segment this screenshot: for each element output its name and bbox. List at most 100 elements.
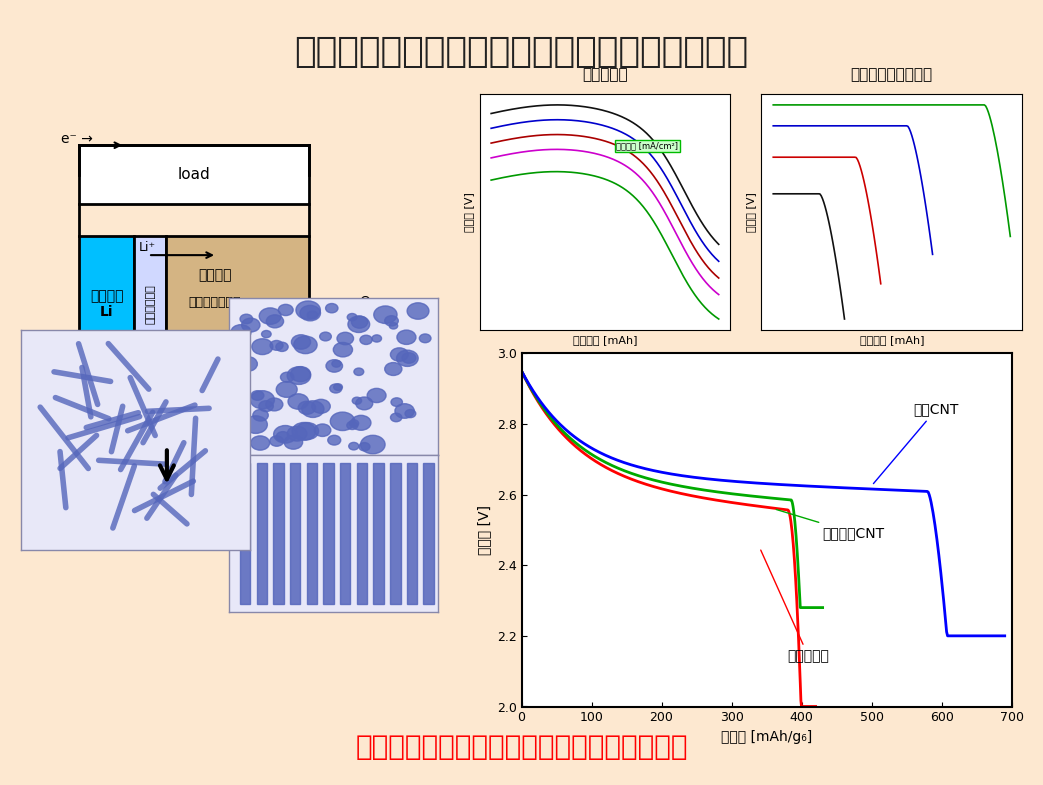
Circle shape xyxy=(291,334,311,349)
X-axis label: 放電容量 [mAh]: 放電容量 [mAh] xyxy=(573,335,637,345)
Circle shape xyxy=(270,436,284,446)
Circle shape xyxy=(334,342,353,357)
Circle shape xyxy=(360,335,372,345)
Text: ランダムCNT: ランダムCNT xyxy=(776,509,884,540)
Circle shape xyxy=(287,426,307,441)
Circle shape xyxy=(292,422,316,440)
Circle shape xyxy=(349,420,359,427)
Circle shape xyxy=(395,403,414,418)
Circle shape xyxy=(326,360,342,372)
Circle shape xyxy=(270,341,283,350)
Text: 平行CNT: 平行CNT xyxy=(873,402,960,484)
Circle shape xyxy=(273,425,297,443)
Circle shape xyxy=(334,384,342,390)
Circle shape xyxy=(237,371,249,380)
Bar xyxy=(273,463,284,604)
Bar xyxy=(390,463,401,604)
Bar xyxy=(423,463,434,604)
FancyBboxPatch shape xyxy=(167,373,213,396)
Circle shape xyxy=(275,342,288,352)
Text: リチウムー空気電池: リチウムー空気電池 xyxy=(851,68,932,82)
Text: 多孔質炭素: 多孔質炭素 xyxy=(760,550,829,663)
Circle shape xyxy=(361,436,385,454)
Y-axis label: 起電力 [V]: 起電力 [V] xyxy=(746,192,756,232)
Circle shape xyxy=(312,400,331,413)
Circle shape xyxy=(325,304,338,313)
Circle shape xyxy=(396,350,418,367)
Circle shape xyxy=(385,363,402,375)
Circle shape xyxy=(359,443,370,451)
Circle shape xyxy=(402,352,416,363)
Circle shape xyxy=(407,303,429,319)
Text: 自動車への搭載が期待されるリチウム空気電池: 自動車への搭載が期待されるリチウム空気電池 xyxy=(294,35,749,69)
Text: O₂: O₂ xyxy=(359,295,375,309)
Circle shape xyxy=(373,306,397,323)
X-axis label: 放電容量 [mAh]: 放電容量 [mAh] xyxy=(859,335,924,345)
Circle shape xyxy=(356,397,372,410)
Text: アノード
Li: アノード Li xyxy=(90,289,123,319)
Circle shape xyxy=(281,372,294,382)
Circle shape xyxy=(347,313,357,321)
Circle shape xyxy=(260,308,281,324)
Circle shape xyxy=(239,352,250,360)
Text: 多孔質カーボン: 多孔質カーボン xyxy=(189,296,241,309)
FancyBboxPatch shape xyxy=(135,236,167,373)
Circle shape xyxy=(391,398,403,407)
Bar xyxy=(307,463,317,604)
Circle shape xyxy=(397,330,416,345)
Text: 通常の電池: 通常の電池 xyxy=(582,68,628,82)
Circle shape xyxy=(244,416,267,433)
Circle shape xyxy=(348,316,369,333)
Circle shape xyxy=(419,334,431,343)
Circle shape xyxy=(284,435,302,449)
Bar xyxy=(323,463,334,604)
Circle shape xyxy=(347,422,358,429)
Bar xyxy=(340,463,350,604)
Circle shape xyxy=(328,436,341,445)
Circle shape xyxy=(287,367,311,385)
Text: 電極構造をデザインして放電特性を改善する: 電極構造をデザインして放電特性を改善する xyxy=(356,733,687,761)
Circle shape xyxy=(251,391,264,400)
Circle shape xyxy=(262,330,271,338)
FancyBboxPatch shape xyxy=(79,145,309,204)
FancyBboxPatch shape xyxy=(167,236,309,373)
Circle shape xyxy=(240,314,252,323)
Circle shape xyxy=(288,394,309,409)
Circle shape xyxy=(367,389,386,403)
Circle shape xyxy=(337,332,354,345)
Circle shape xyxy=(319,332,332,341)
Circle shape xyxy=(354,368,364,375)
Circle shape xyxy=(278,305,293,316)
Bar xyxy=(290,463,300,604)
Text: Li → Li⁺+e⁻: Li → Li⁺+e⁻ xyxy=(66,386,137,399)
FancyBboxPatch shape xyxy=(79,236,135,373)
Circle shape xyxy=(300,305,320,321)
Circle shape xyxy=(259,400,273,411)
Circle shape xyxy=(276,382,297,397)
Circle shape xyxy=(351,316,368,328)
Circle shape xyxy=(351,415,371,430)
Circle shape xyxy=(242,318,260,332)
Circle shape xyxy=(390,348,408,361)
Circle shape xyxy=(231,325,251,340)
Bar xyxy=(407,463,417,604)
Circle shape xyxy=(294,336,317,354)
Circle shape xyxy=(296,301,320,319)
Circle shape xyxy=(296,422,318,440)
Circle shape xyxy=(330,384,342,393)
Bar xyxy=(240,463,250,604)
Circle shape xyxy=(252,410,268,421)
Circle shape xyxy=(276,432,290,441)
Circle shape xyxy=(250,436,270,450)
Text: 電流密度 [mA/cm²]: 電流密度 [mA/cm²] xyxy=(616,142,678,151)
Circle shape xyxy=(332,360,341,367)
Text: セパレーター: セパレーター xyxy=(145,284,155,324)
Circle shape xyxy=(331,412,355,430)
Circle shape xyxy=(301,401,324,418)
Circle shape xyxy=(405,410,416,418)
Circle shape xyxy=(250,391,274,409)
Circle shape xyxy=(372,335,382,342)
Circle shape xyxy=(348,443,359,450)
Text: (空気): (空気) xyxy=(359,313,384,327)
Bar xyxy=(257,463,267,604)
